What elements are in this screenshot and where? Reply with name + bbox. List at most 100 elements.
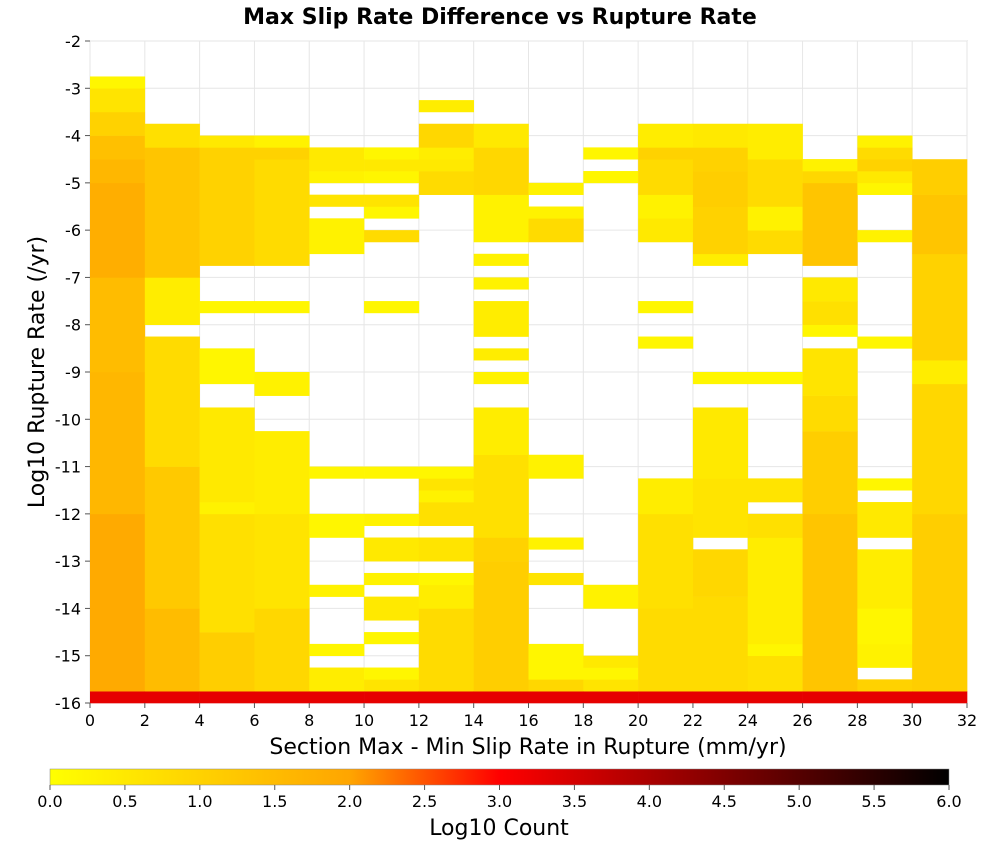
heatmap-cell: [747, 478, 803, 503]
heatmap-cell: [857, 679, 913, 692]
heatmap-cell: [90, 513, 146, 692]
chart-title: Max Slip Rate Difference vs Rupture Rate: [243, 5, 757, 30]
heatmap-cell: [802, 301, 858, 326]
heatmap-cell: [528, 679, 584, 692]
colorbar-tick-label: 3.5: [562, 792, 587, 811]
heatmap-cell: [473, 561, 529, 692]
heatmap-cell: [912, 253, 968, 361]
x-tick-label: 26: [792, 711, 812, 730]
heatmap-cell: [692, 596, 749, 692]
heatmap-cell: [747, 537, 803, 645]
heatmap-cell: [583, 655, 639, 668]
heatmap-cell: [254, 691, 310, 704]
heatmap-cell: [583, 691, 639, 704]
heatmap-cell: [418, 159, 474, 172]
heatmap-cell: [418, 478, 474, 491]
heatmap-cell: [857, 549, 913, 609]
heatmap-cell: [802, 348, 858, 396]
heatmap-cell: [90, 277, 146, 373]
heatmap-cell: [857, 171, 913, 184]
heatmap-cell: [418, 147, 474, 160]
heatmap-cell: [857, 135, 913, 148]
heatmap-cell: [309, 667, 365, 692]
y-tick-label: -9: [65, 363, 81, 382]
heatmap-cell: [692, 123, 749, 148]
heatmap-cell: [638, 513, 694, 609]
colorbar-tick-label: 5.0: [786, 792, 811, 811]
heatmap-cell: [364, 171, 420, 184]
heatmap-cell: [857, 159, 913, 172]
heatmap-cell: [473, 277, 529, 290]
heatmap-cell: [912, 360, 968, 385]
heatmap-cell: [802, 395, 858, 432]
heatmap-cell: [90, 88, 146, 113]
heatmap-cell: [747, 372, 803, 385]
x-tick-label: 22: [683, 711, 703, 730]
x-tick-label: 14: [464, 711, 484, 730]
heatmap-cell: [199, 301, 255, 314]
heatmap-cell: [418, 608, 474, 692]
heatmap-cell: [638, 336, 694, 349]
heatmap-cell: [692, 171, 749, 207]
heatmap-cell: [90, 372, 146, 515]
heatmap-cell: [857, 147, 913, 160]
heatmap-cell: [692, 206, 749, 255]
heatmap-cell: [364, 466, 420, 479]
heatmap-cell: [528, 182, 584, 195]
heatmap-cell: [528, 218, 584, 243]
heatmap-cell: [364, 537, 420, 562]
y-tick-label: -14: [55, 599, 81, 618]
heatmap-cells: [90, 76, 968, 704]
heatmap-cell: [912, 383, 968, 515]
heatmap-cell: [90, 182, 146, 278]
heatmap-cell: [364, 159, 420, 172]
heatmap-cell: [583, 147, 639, 160]
y-axis-ticks: -2 -3 -4 -5 -6 -7 -8 -9 -10 -11 -12 -13 -14 -15 -16: [55, 32, 90, 713]
heatmap-cell: [528, 572, 584, 586]
heatmap-cell: [364, 667, 420, 680]
y-tick-label: -6: [65, 221, 81, 240]
x-tick-label: 10: [354, 711, 374, 730]
heatmap-cell: [418, 502, 474, 526]
heatmap-cell: [364, 301, 420, 314]
heatmap-cell: [912, 691, 968, 704]
heatmap-cell: [802, 159, 858, 172]
heatmap-cell: [90, 159, 146, 184]
heatmap-cell: [692, 147, 749, 172]
heatmap-cell: [418, 572, 474, 586]
heatmap-cell: [857, 691, 913, 704]
x-tick-label: 20: [628, 711, 648, 730]
x-tick-label: 30: [902, 711, 922, 730]
x-tick-label: 12: [409, 711, 429, 730]
heatmap-cell: [144, 147, 200, 278]
heatmap-cell: [418, 691, 474, 704]
heatmap-cell: [364, 206, 420, 219]
y-tick-label: -4: [65, 127, 81, 146]
heatmap-cell: [583, 667, 639, 680]
heatmap-cell: [528, 691, 584, 704]
colorbar-tick-label: 6.0: [936, 792, 961, 811]
x-axis-ticks: 0 2 4 6 8 10 12 14 16 18 20 22 24 26 28 30 32: [85, 703, 977, 730]
heatmap-cell: [473, 301, 529, 337]
heatmap-cell: [802, 277, 858, 302]
y-axis-label: Log10 Rupture Rate (/yr): [25, 236, 50, 508]
heatmap-cell: [638, 123, 694, 148]
y-tick-label: -7: [65, 268, 81, 287]
heatmap-cell: [473, 691, 529, 704]
heatmap-cell: [747, 513, 803, 538]
heatmap-cell: [309, 218, 365, 255]
heatmap-cell: [309, 171, 365, 184]
heatmap-cell: [418, 584, 474, 609]
heatmap-cell: [144, 691, 200, 704]
heatmap-cell: [528, 206, 584, 219]
y-tick-label: -16: [55, 694, 81, 713]
heatmap-cell: [90, 111, 146, 136]
heatmap-cell: [309, 147, 365, 172]
x-tick-label: 18: [573, 711, 593, 730]
x-tick-label: 4: [195, 711, 205, 730]
heatmap-cell: [857, 336, 913, 349]
heatmap-cell: [747, 123, 803, 160]
heatmap-cell: [473, 253, 529, 266]
heatmap-cell: [747, 230, 803, 255]
heatmap-cell: [309, 584, 365, 597]
